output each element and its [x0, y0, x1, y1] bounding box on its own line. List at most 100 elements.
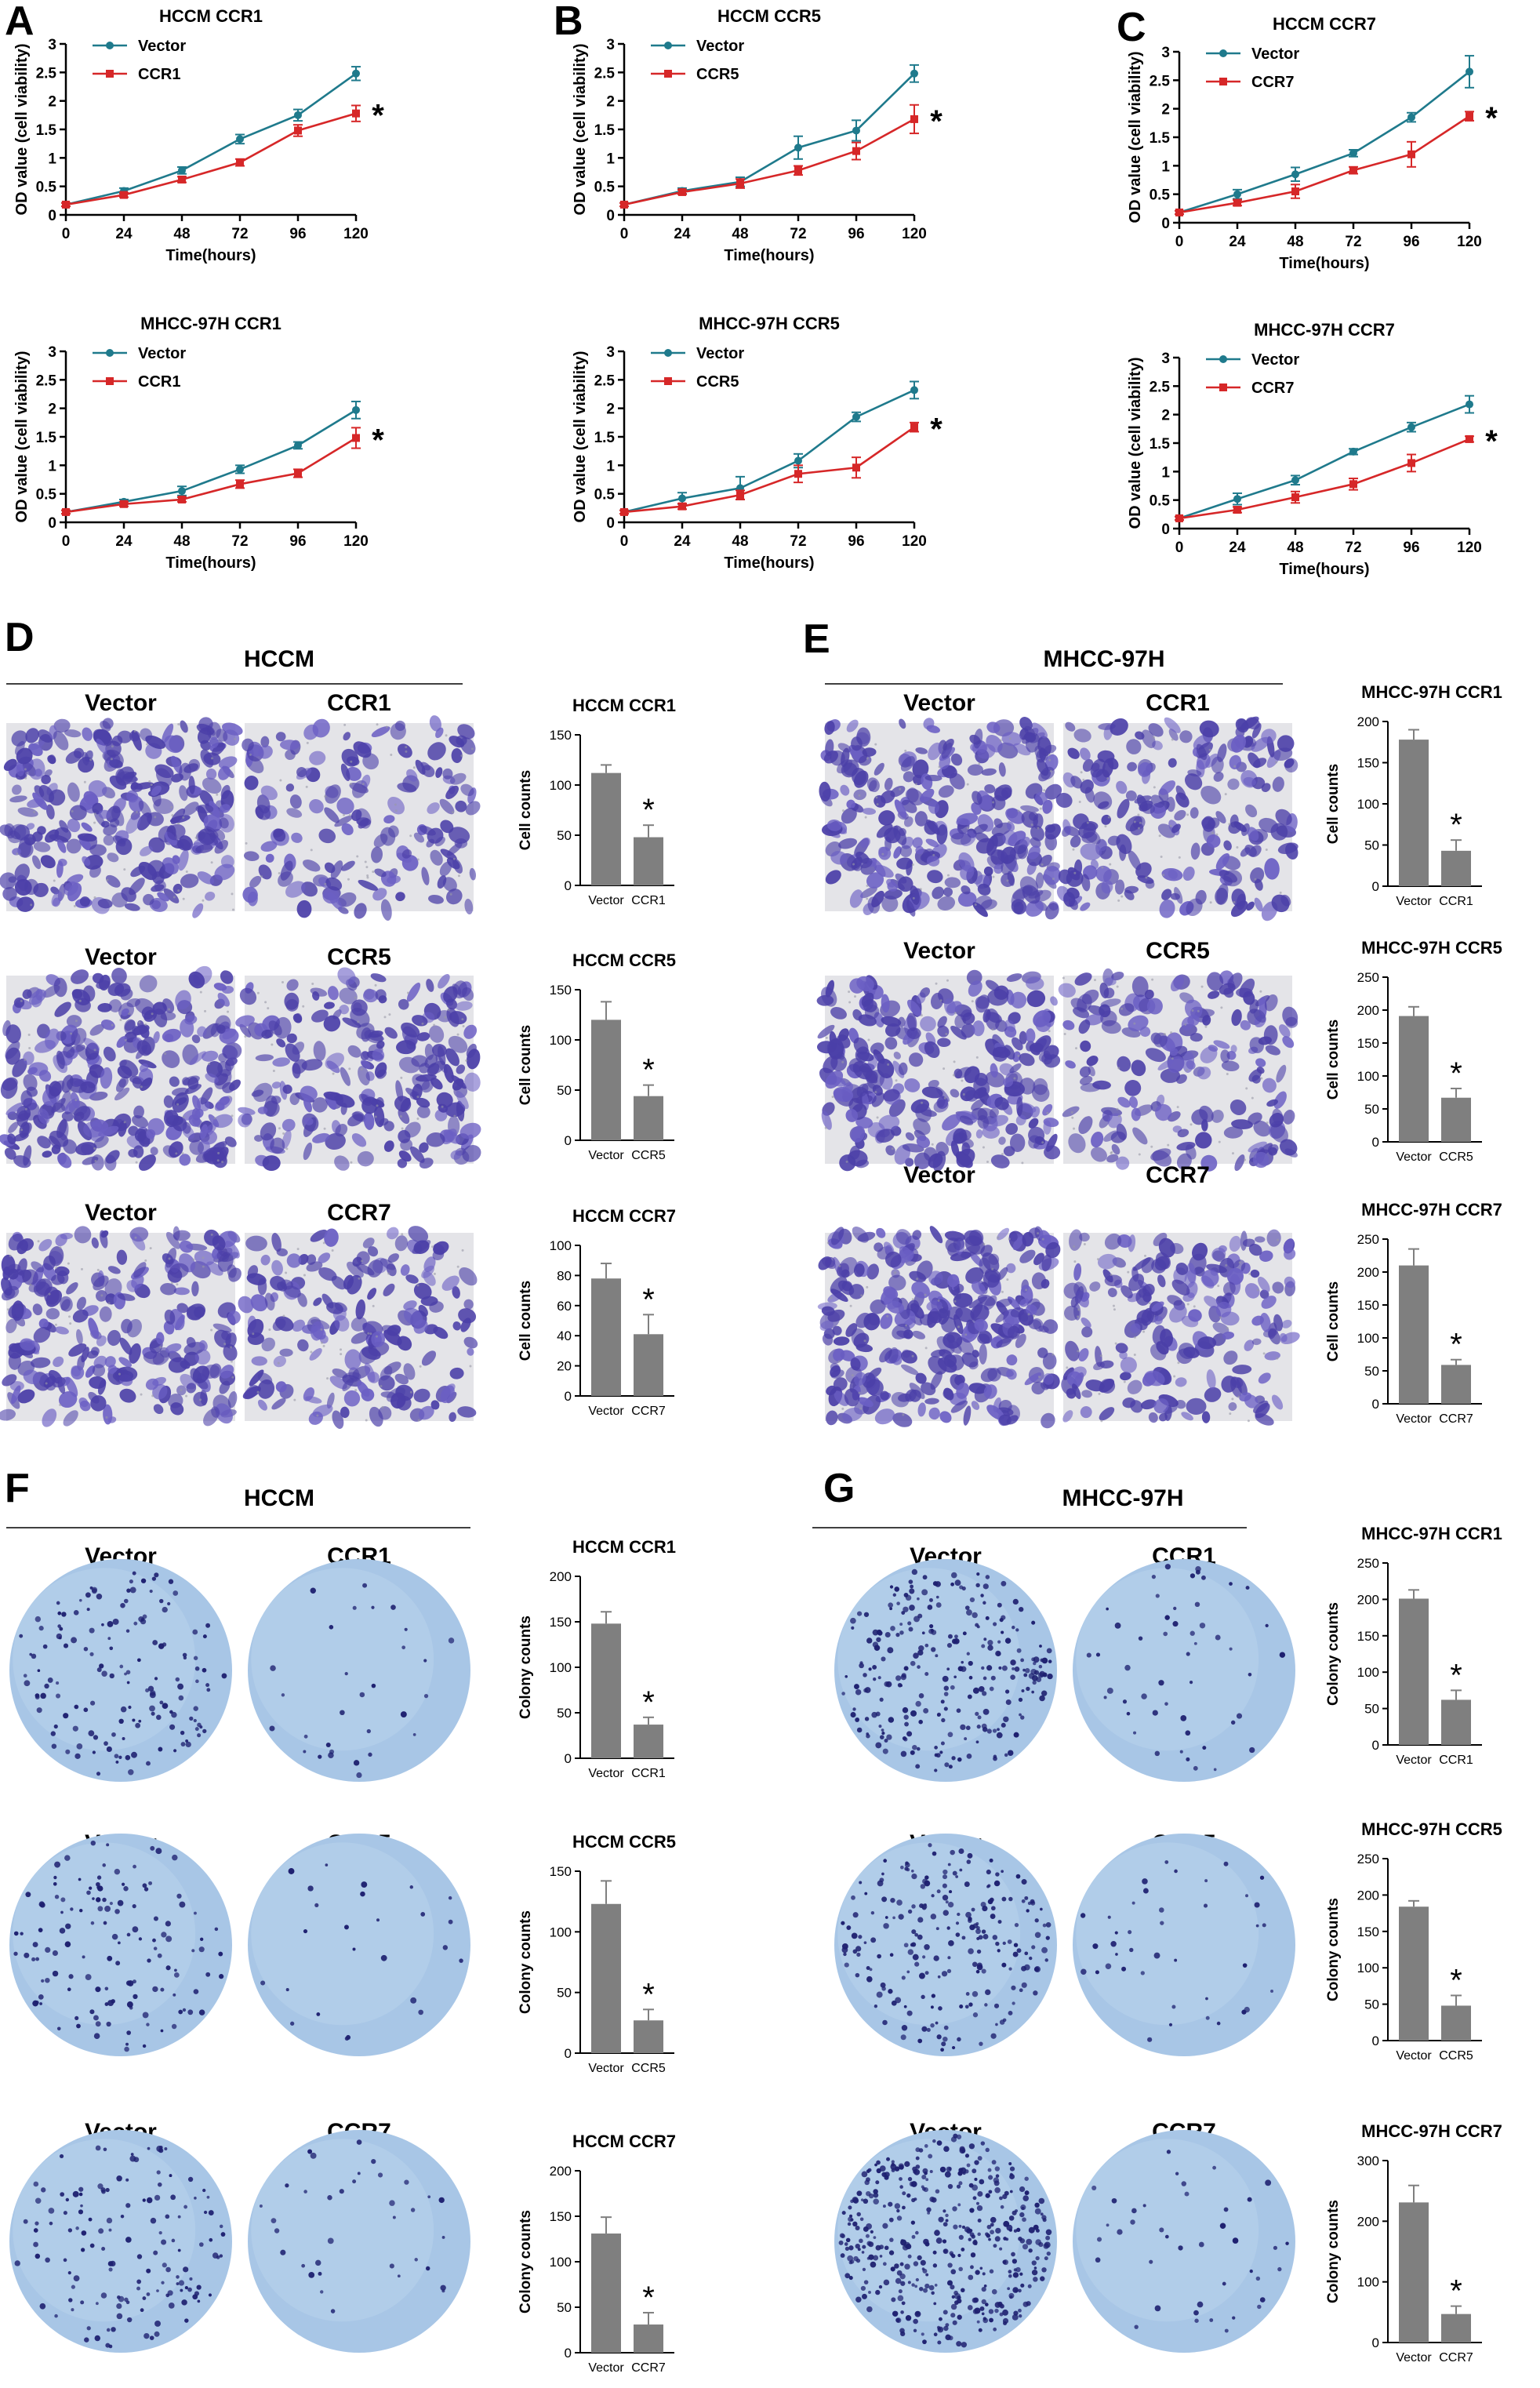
colony: [52, 1950, 58, 1957]
stained-cell: [59, 820, 69, 833]
colony: [183, 2204, 188, 2209]
colony: [1004, 1689, 1010, 1694]
stained-cell: [1110, 718, 1128, 736]
stained-cell: [71, 1027, 87, 1046]
colony: [401, 1645, 406, 1650]
stained-cell: [242, 1386, 261, 1399]
colony: [900, 2034, 906, 2041]
pore: [911, 1298, 914, 1301]
colony: [859, 2238, 863, 2244]
image-label-right: CCR5: [1146, 938, 1210, 964]
pore: [1104, 825, 1107, 828]
stained-cell: [325, 877, 343, 891]
stained-cell: [416, 1032, 430, 1041]
colony: [1194, 1601, 1200, 1608]
y-tick-label: 0.5: [594, 487, 616, 503]
chart-title: MHCC-97H CCR5: [699, 314, 840, 333]
pore: [938, 765, 941, 769]
stained-cell: [860, 837, 870, 848]
data-point-ccr: [352, 109, 360, 118]
colony: [989, 1858, 993, 1863]
stained-cell: [957, 812, 979, 826]
colony: [35, 2253, 41, 2259]
colony: [1159, 1907, 1164, 1913]
colony: [149, 1705, 155, 1712]
colony: [968, 1660, 973, 1667]
pore: [223, 1343, 227, 1346]
stained-cell: [855, 1116, 874, 1129]
y-tick-label: 1.5: [594, 122, 616, 139]
colony: [154, 2320, 162, 2327]
stained-cell: [186, 1303, 206, 1321]
pore: [1170, 1031, 1173, 1034]
colony: [872, 1664, 877, 1670]
colony: [176, 2275, 180, 2279]
data-point-ccr: [736, 491, 744, 500]
colony: [205, 1972, 211, 1977]
stained-cell: [1043, 866, 1061, 885]
colony: [101, 1623, 104, 1627]
pore: [1048, 758, 1051, 761]
colony: [910, 1750, 915, 1755]
stained-cell: [387, 1253, 399, 1263]
stained-cell: [344, 1349, 361, 1370]
stained-cell: [928, 742, 943, 761]
stained-cell: [1186, 1398, 1207, 1415]
pore: [848, 990, 851, 994]
stained-cell: [1247, 827, 1259, 841]
pore: [1158, 834, 1161, 838]
colony: [933, 2332, 938, 2337]
colony-plate-vector: [9, 2130, 232, 2353]
y-tick-label: 2: [606, 94, 615, 111]
pore: [24, 776, 27, 780]
colony: [56, 1693, 61, 1699]
stained-cell: [326, 1302, 343, 1314]
stained-cell: [97, 899, 113, 909]
pore: [401, 1127, 404, 1130]
stained-cell: [82, 751, 89, 766]
colony: [184, 2286, 188, 2290]
stained-cell: [408, 1226, 429, 1243]
transwell-image-ccr: [242, 715, 481, 921]
stained-cell: [156, 1332, 165, 1345]
colony: [955, 1932, 961, 1937]
stained-cell: [97, 1003, 112, 1012]
stained-cell: [308, 1411, 323, 1425]
pore: [59, 1403, 62, 1406]
colony: [864, 1892, 868, 1895]
stained-cell: [16, 1112, 31, 1122]
colony: [924, 1944, 930, 1950]
legend-label: Vector: [1251, 351, 1299, 369]
stained-cell: [881, 994, 890, 1013]
pore: [138, 1021, 141, 1024]
stained-cell: [213, 983, 227, 991]
colony: [918, 1972, 925, 1979]
stained-cell: [347, 1045, 361, 1058]
colony: [1138, 1636, 1143, 1641]
colony: [54, 1895, 60, 1899]
stained-cell: [264, 1095, 278, 1117]
data-point-ccr: [1175, 514, 1183, 522]
pore: [456, 1265, 459, 1268]
stained-cell: [371, 1331, 386, 1347]
stained-cell: [294, 1012, 303, 1023]
colony: [1179, 1750, 1183, 1754]
pore: [445, 734, 448, 737]
colony: [1121, 1966, 1127, 1972]
stained-cell: [227, 1391, 238, 1408]
pore: [1276, 1357, 1279, 1360]
x-axis-label: Time(hours): [724, 247, 814, 264]
significance-star: *: [1485, 101, 1498, 136]
colony: [933, 2302, 937, 2306]
colony: [921, 1903, 928, 1910]
colony: [124, 2046, 129, 2052]
pore: [1049, 769, 1052, 772]
colony: [972, 1923, 979, 1928]
colony: [35, 1695, 40, 1700]
colony: [50, 1731, 56, 1736]
y-tick-label: 3: [1161, 45, 1170, 61]
colony: [843, 1952, 847, 1957]
colony: [78, 2186, 84, 2192]
x-tick-label: 24: [674, 533, 691, 550]
pore: [1008, 737, 1012, 740]
